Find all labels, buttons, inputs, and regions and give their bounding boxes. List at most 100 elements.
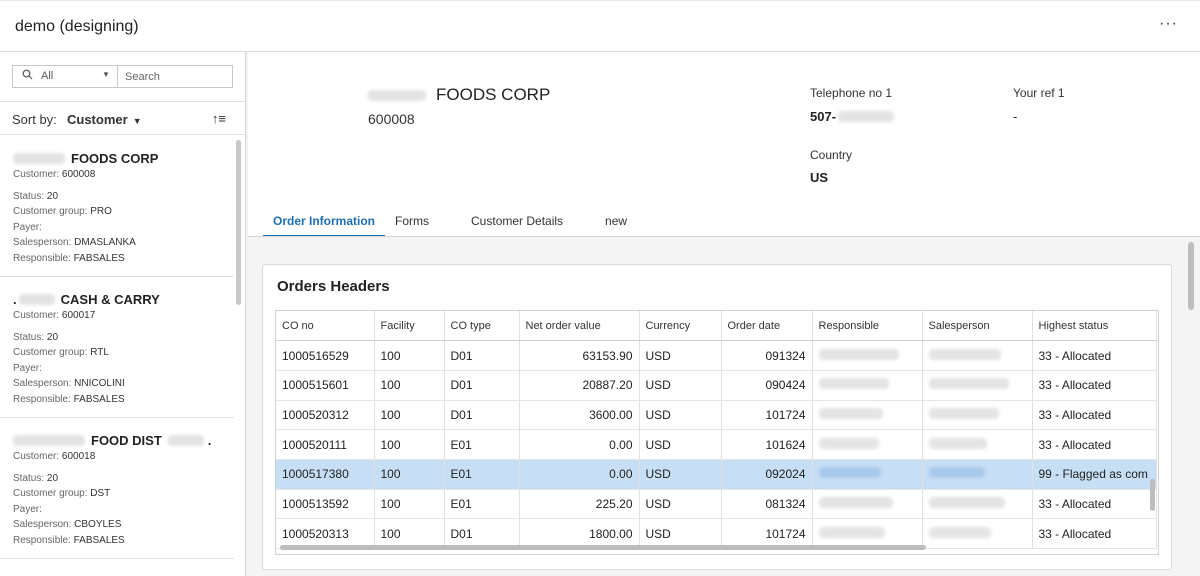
- table-cell: 1000520313: [276, 518, 375, 549]
- table-cell: 33 - Allocated: [1032, 429, 1157, 460]
- table-cell: 33 - Allocated: [1032, 489, 1157, 520]
- table-cell: 101724: [721, 400, 813, 431]
- table-cell: 0.00: [519, 429, 640, 460]
- column-header[interactable]: Order date: [721, 311, 813, 342]
- salesperson-line: Salesperson: CBOYLES: [13, 519, 122, 530]
- column-header[interactable]: Salesperson: [922, 311, 1033, 342]
- sort-dropdown[interactable]: Customer ▼: [67, 112, 142, 127]
- title-bar: demo (designing) ···: [0, 0, 1200, 52]
- column-header[interactable]: CO no: [276, 311, 375, 342]
- table-cell: D01: [444, 400, 520, 431]
- column-header[interactable]: CO type: [444, 311, 520, 342]
- grid-horizontal-scrollbar[interactable]: [280, 545, 926, 550]
- table-cell: [812, 370, 923, 401]
- customer-number-line: Customer: 600008: [13, 169, 96, 180]
- chevron-down-icon: ▼: [102, 70, 110, 79]
- table-cell: USD: [639, 459, 722, 490]
- table-row[interactable]: 1000520312 100 D01 3600.00 USD 101724 33 - All…: [276, 400, 1157, 431]
- country-value: US: [810, 170, 829, 185]
- column-header[interactable]: Facility: [374, 311, 445, 342]
- table-cell: [812, 489, 923, 520]
- table-row[interactable]: 1000520313 100 D01 1800.00 USD 101724 33 - All…: [276, 518, 1157, 549]
- tab-content: Orders Headers CO no Facility CO type Ne…: [248, 237, 1200, 576]
- group-line: Customer group: RTL: [13, 347, 109, 358]
- table-cell: 100: [374, 489, 445, 520]
- search-input[interactable]: [119, 66, 231, 87]
- column-header[interactable]: Net order value: [519, 311, 640, 342]
- redacted-text: [928, 407, 999, 419]
- status-line: Status: 20: [13, 331, 59, 343]
- table-cell: 092024: [721, 459, 813, 490]
- table-cell: 99 - Flagged as com: [1032, 459, 1157, 490]
- list-item[interactable]: FOOD DIST. Customer: 600018 Status: 20 C…: [0, 418, 234, 559]
- panel-splitter-handle[interactable]: ···: [245, 365, 246, 377]
- table-cell: 1000517380: [276, 459, 375, 490]
- redacted-text: [167, 435, 204, 446]
- table-cell: 3600.00: [519, 400, 640, 431]
- tab-bar: Order Information Forms Customer Details…: [263, 211, 659, 237]
- app-title: demo (designing): [15, 18, 139, 35]
- table-cell: 100: [374, 429, 445, 460]
- redacted-text: [818, 437, 879, 449]
- content-scrollbar[interactable]: [1188, 242, 1194, 310]
- table-cell: [922, 518, 1033, 549]
- column-header[interactable]: Highest status: [1032, 311, 1157, 342]
- sort-order-icon[interactable]: ↑≡: [211, 111, 226, 126]
- list-item[interactable]: FOODS CORP Customer: 600008 Status: 20 C…: [0, 136, 234, 277]
- customer-list: FOODS CORP Customer: 600008 Status: 20 C…: [0, 136, 234, 559]
- redacted-text: [818, 407, 883, 419]
- tab-customer-details[interactable]: Customer Details: [471, 214, 564, 228]
- table-cell: D01: [444, 518, 520, 549]
- table-row[interactable]: 1000513592 100 E01 225.20 USD 081324 33 - Allo…: [276, 489, 1157, 520]
- table-cell: USD: [639, 370, 722, 401]
- customer-number-line: Customer: 600018: [13, 451, 96, 462]
- orders-card: Orders Headers CO no Facility CO type Ne…: [262, 264, 1172, 570]
- your-ref-value: -: [1013, 109, 1018, 124]
- table-cell: [922, 370, 1033, 401]
- table-cell: USD: [639, 400, 722, 431]
- main-panel: FOODS CORP 600008 Telephone no 1 507- Yo…: [248, 52, 1200, 576]
- table-cell: [922, 489, 1033, 520]
- table-row[interactable]: 1000516529 100 D01 63153.90 USD 091324 33 - Al…: [276, 340, 1157, 371]
- chevron-down-icon: ▼: [132, 116, 142, 126]
- table-row[interactable]: 1000517380 100 E01 0.00 USD 092024 99 - Flagge…: [276, 459, 1157, 490]
- table-row[interactable]: 1000515601 100 D01 20887.20 USD 090424 33 - Al…: [276, 370, 1157, 401]
- table-cell: 0.00: [519, 459, 640, 490]
- redacted-text: [13, 435, 85, 446]
- redacted-text: [13, 153, 65, 164]
- more-options-icon[interactable]: ···: [1159, 15, 1178, 32]
- redacted-text: [818, 467, 881, 479]
- tab-order-information[interactable]: Order Information: [263, 211, 386, 237]
- customer-name: . CASH & CARRY: [13, 292, 160, 307]
- table-row[interactable]: 1000520111 100 E01 0.00 USD 101624 33 - Alloca…: [276, 429, 1157, 460]
- column-header[interactable]: Currency: [639, 311, 722, 342]
- grid-vertical-scrollbar[interactable]: [1150, 479, 1155, 511]
- column-header[interactable]: Responsible: [812, 311, 923, 342]
- redacted-text: [818, 526, 885, 538]
- responsible-line: Responsible: FABSALES: [13, 252, 125, 264]
- table-cell: USD: [639, 340, 722, 371]
- your-ref-label: Your ref 1: [1013, 86, 1065, 100]
- table-cell: [812, 429, 923, 460]
- sidebar-scrollbar[interactable]: [236, 140, 241, 305]
- filter-dropdown[interactable]: All ▼: [13, 66, 118, 87]
- country-label: Country: [810, 148, 853, 162]
- table-cell: 20887.20: [519, 370, 640, 401]
- table-cell: 1000516529: [276, 340, 375, 371]
- customer-name: FOODS CORP: [13, 150, 234, 167]
- table-cell: [922, 429, 1033, 460]
- redacted-text: [818, 496, 893, 508]
- table-cell: 225.20: [519, 489, 640, 520]
- table-cell: 090424: [721, 370, 813, 401]
- status-line: Status: 20: [13, 190, 59, 202]
- list-item[interactable]: . CASH & CARRY Customer: 600017 Status: 2…: [0, 277, 234, 418]
- redacted-text: [928, 378, 1009, 390]
- tab-new[interactable]: new: [605, 214, 628, 228]
- salesperson-line: Salesperson: DMASLANKA: [13, 237, 136, 248]
- tab-forms[interactable]: Forms: [395, 214, 430, 228]
- table-cell: 101724: [721, 518, 813, 549]
- table-cell: E01: [444, 459, 520, 490]
- sort-row: Sort by: Customer ▼ ↑≡: [0, 101, 245, 135]
- table-header-row: CO no Facility CO type Net order value C…: [276, 311, 1157, 342]
- table-cell: 081324: [721, 489, 813, 520]
